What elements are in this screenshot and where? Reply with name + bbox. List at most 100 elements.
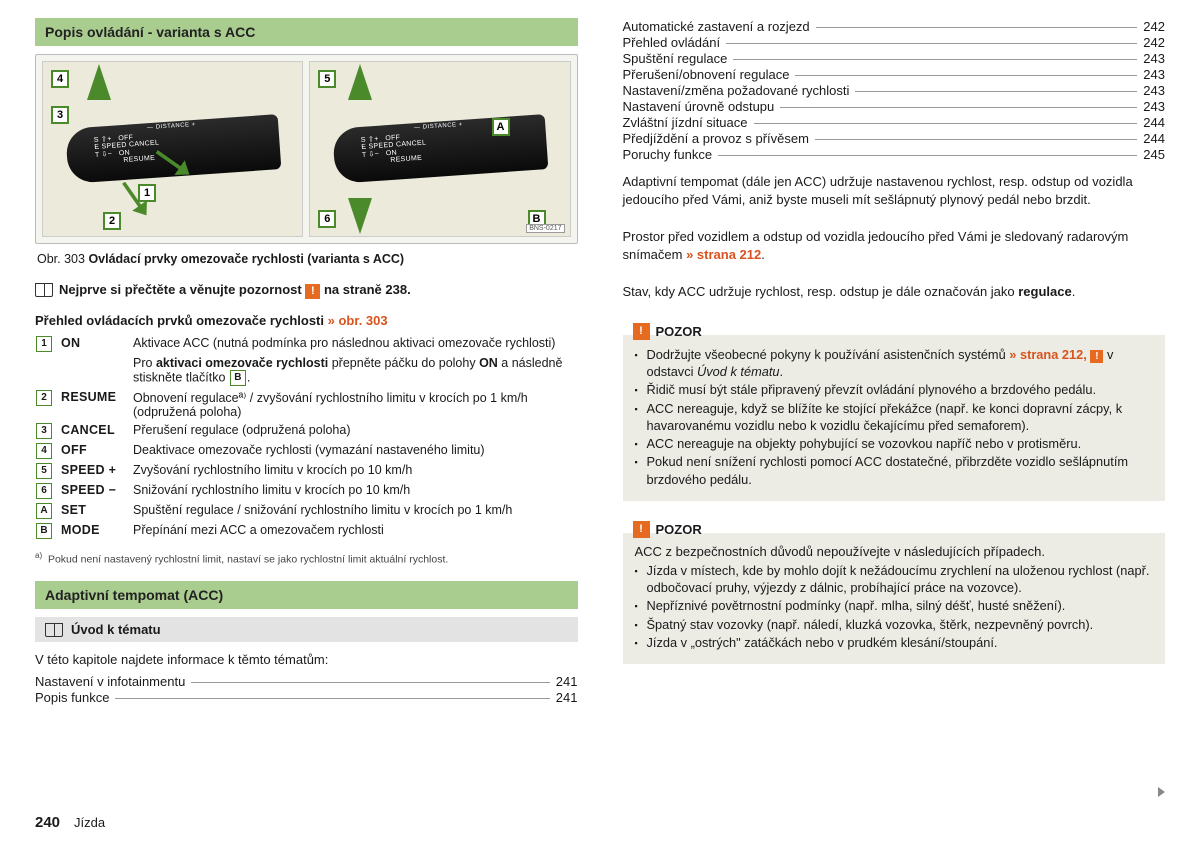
toc-label: Předjíždění a provoz s přívěsem [623, 131, 809, 146]
toc-right: Automatické zastavení a rozjezd242Přehle… [623, 18, 1166, 163]
toc-line: Zvláštní jízdní situace244 [623, 115, 1166, 130]
pozor-item: Špatný stav vozovky (např. náledí, kluzk… [635, 616, 1154, 633]
ctrl-num: A [36, 503, 52, 519]
ctrl-num: 3 [36, 423, 52, 439]
ref-5: 5 [318, 70, 336, 88]
ctrl-num: 4 [36, 443, 52, 459]
ctrl-label: SPEED − [61, 481, 133, 501]
arrow-up-2 [348, 64, 372, 100]
toc-dots [733, 59, 1137, 60]
toc-line: Předjíždění a provoz s přívěsem 244 [623, 131, 1166, 146]
toc-dots [816, 27, 1138, 28]
ctrl-desc: Obnovení regulaceª⁾ / zvyšování rychlost… [133, 388, 578, 421]
arrow-dn [348, 198, 372, 234]
toc-dots [718, 155, 1137, 156]
ctrl-desc: Deaktivace omezovače rychlosti (vymazání… [133, 441, 578, 461]
pozor-item: Jízda v místech, kde by mohlo dojít k ne… [635, 562, 1154, 597]
pozor-box-2: !POZOR ACC z bezpečnostních důvodů nepou… [623, 533, 1166, 664]
ctrl-desc: Přepínání mezi ACC a omezovačem rychlost… [133, 521, 578, 541]
toc-line: Automatické zastavení a rozjezd 242 [623, 19, 1166, 34]
toc-intro: V této kapitole najdete informace k těmt… [35, 652, 578, 667]
ctrl-desc: Zvyšování rychlostního limitu v krocích … [133, 461, 578, 481]
controls-table: 1ONAktivace ACC (nutná podmínka pro násl… [35, 334, 578, 541]
pozor-item: Dodržujte všeobecné pokyny k používání a… [635, 346, 1154, 381]
page-number: 240 [35, 814, 60, 831]
figure-303: — DISTANCE + S ⇧+ OFFE SPEED CANCELT ⇩− … [35, 54, 578, 244]
right-column: Automatické zastavení a rozjezd242Přehle… [623, 18, 1166, 845]
toc-page: 241 [556, 674, 578, 689]
toc-page: 242 [1143, 19, 1165, 34]
pozor-lead: ACC z bezpečnostních důvodů nepoužívejte… [635, 544, 1154, 559]
book-icon [35, 283, 53, 297]
toc-label: Nastavení/změna požadované rychlosti [623, 83, 850, 98]
ctrl-label: SET [61, 501, 133, 521]
toc-dots [115, 698, 549, 699]
figure-code: BNS-0217 [526, 224, 564, 233]
ctrl-desc: Snižování rychlostního limitu v krocích … [133, 481, 578, 501]
figure-caption: Obr. 303 Ovládací prvky omezovače rychlo… [35, 244, 578, 278]
ctrl-num: 2 [36, 390, 52, 406]
toc-label: Přehled ovládání [623, 35, 721, 50]
ref-link-212: » strana 212 [686, 247, 761, 262]
toc-line: Nastavení/změna požadované rychlosti 243 [623, 83, 1166, 98]
toc-label: Automatické zastavení a rozjezd [623, 19, 810, 34]
toc-page: 245 [1143, 147, 1165, 162]
read-first-notice: Nejprve si přečtěte a věnujte pozornost … [35, 282, 578, 299]
toc-page: 243 [1143, 51, 1165, 66]
ctrl-row: 1ONAktivace ACC (nutná podmínka pro násl… [35, 334, 578, 354]
ctrl-row: 6 SPEED −Snižování rychlostního limitu v … [35, 481, 578, 501]
warn-icon: ! [633, 521, 650, 538]
toc-label: Přerušení/obnovení regulace [623, 67, 790, 82]
ref-1: 1 [138, 184, 156, 202]
caption-text: Ovládací prvky omezovače rychlosti (vari… [88, 252, 404, 266]
ctrl-num: 5 [36, 463, 52, 479]
ref-link-212b: » strana 212, [1009, 347, 1090, 362]
pozor-item: Jízda v „ostrých" zatáčkách nebo v prudk… [635, 634, 1154, 651]
ref-3: 3 [51, 106, 69, 124]
continue-arrow-icon [1158, 787, 1165, 797]
caption-prefix: Obr. 303 [37, 252, 88, 266]
toc-dots [726, 43, 1137, 44]
overview-heading: Přehled ovládacích prvků omezovače rychl… [35, 313, 578, 328]
ctrl-label: MODE [61, 521, 133, 541]
toc-line: Přehled ovládání242 [623, 35, 1166, 50]
lever-panel-right: — DISTANCE + S ⇧+ OFFE SPEED CANCELT ⇩− … [309, 61, 570, 237]
lever-graphic: — DISTANCE + S ⇧+ OFFE SPEED CANCELT ⇩− … [65, 114, 281, 184]
read-first-text-a: Nejprve si přečtěte a věnujte pozornost [59, 282, 305, 297]
warn-icon: ! [305, 284, 320, 299]
pozor-box-1: !POZOR Dodržujte všeobecné pokyny k použ… [623, 335, 1166, 501]
toc-page: 244 [1143, 131, 1165, 146]
ctrl-desc: Aktivace ACC (nutná podmínka pro následn… [133, 334, 578, 354]
warn-icon: ! [633, 323, 650, 340]
ctrl-label: SPEED + [61, 461, 133, 481]
ctrl-desc-extra: Pro aktivaci omezovače rychlosti přepnět… [133, 354, 578, 388]
toc-line: Nastavení v infotainmentu241 [35, 674, 578, 689]
toc-line: Přerušení/obnovení regulace 243 [623, 67, 1166, 82]
pozor-heading: !POZOR [633, 521, 1154, 538]
toc-label: Nastavení úrovně odstupu [623, 99, 775, 114]
toc-label: Spuštění regulace [623, 51, 728, 66]
toc-line: Popis funkce 241 [35, 690, 578, 705]
ref-4: 4 [51, 70, 69, 88]
ctrl-label: CANCEL [61, 421, 133, 441]
ctrl-num: 6 [36, 483, 52, 499]
ctrl-label: RESUME [61, 388, 133, 421]
pozor-item: ACC nereaguje, když se blížíte ke stojíc… [635, 400, 1154, 435]
para-2: Prostor před vozidlem a odstup od vozidl… [623, 228, 1166, 263]
toc-page: 243 [1143, 67, 1165, 82]
toc-label: Zvláštní jízdní situace [623, 115, 748, 130]
toc-line: Nastavení úrovně odstupu243 [623, 99, 1166, 114]
ctrl-row: 5 SPEED +Zvyšování rychlostního limitu v … [35, 461, 578, 481]
toc-dots [815, 139, 1137, 140]
pozor-heading: !POZOR [633, 323, 1154, 340]
ctrl-label: ON [61, 334, 133, 354]
toc-line: Spuštění regulace 243 [623, 51, 1166, 66]
para-1: Adaptivní tempomat (dále jen ACC) udržuj… [623, 173, 1166, 208]
toc-label: Popis funkce [35, 690, 109, 705]
ctrl-row: 3 CANCELPřerušení regulace (odpružená pol… [35, 421, 578, 441]
ctrl-row: BMODEPřepínání mezi ACC a omezovačem ryc… [35, 521, 578, 541]
read-first-text-b: na straně 238. [320, 282, 410, 297]
ctrl-desc: Přerušení regulace (odpružená poloha) [133, 421, 578, 441]
toc-page: 243 [1143, 83, 1165, 98]
toc-page: 241 [556, 690, 578, 705]
